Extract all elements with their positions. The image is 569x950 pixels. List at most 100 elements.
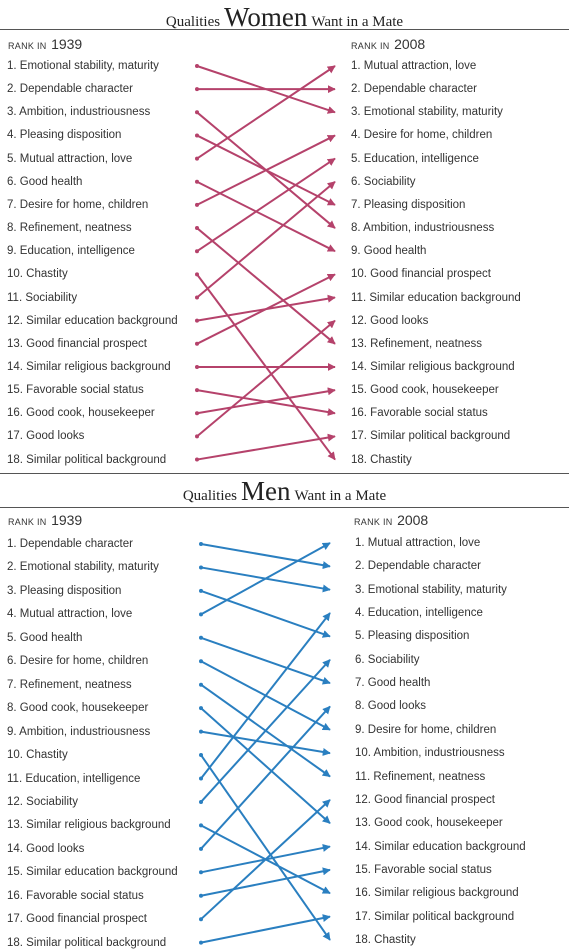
women-rank-connector xyxy=(196,227,336,345)
men-rank-connector xyxy=(200,542,331,616)
men-rank-connector xyxy=(200,707,331,824)
women-connector-start-dot xyxy=(195,110,199,115)
women-connector-start-dot xyxy=(195,87,199,92)
men-rank-connector xyxy=(200,914,331,944)
women-1939-item: 6. Good health xyxy=(7,175,83,188)
men-connector-start-dot xyxy=(199,753,203,758)
women-panel: Qualities Women Want in a Mate RANK IN 1… xyxy=(0,0,569,473)
women-2008-item: 12. Good looks xyxy=(351,314,429,327)
men-rank-connector xyxy=(200,799,331,920)
men-rank-connector xyxy=(200,754,331,941)
women-1939-item: 3. Ambition, industriousness xyxy=(7,106,151,119)
women-rank-connector xyxy=(196,433,336,461)
women-connector-start-dot xyxy=(195,295,199,300)
men-connector-start-dot xyxy=(199,682,203,687)
women-1939-item: 8. Refinement, neatness xyxy=(7,222,132,235)
women-2008-item: 15. Good cook, housekeeper xyxy=(351,384,499,397)
women-connector-start-dot xyxy=(195,411,199,416)
men-1939-item: 7. Refinement, neatness xyxy=(7,678,132,691)
men-1939-item: 10. Chastity xyxy=(7,749,68,762)
women-2008-item: 1. Mutual attraction, love xyxy=(351,60,477,72)
men-1939-item: 14. Good looks xyxy=(7,842,85,855)
men-connector-start-dot xyxy=(199,565,203,570)
men-connector-start-dot xyxy=(199,729,203,734)
women-1939-item: 7. Desire for home, children xyxy=(7,198,149,211)
women-connector-start-dot xyxy=(195,202,199,207)
men-2008-item: 7. Good health xyxy=(355,677,431,690)
men-rank-connector xyxy=(200,543,331,570)
men-connector-start-dot xyxy=(199,823,203,828)
men-2008-item: 1. Mutual attraction, love xyxy=(355,537,481,549)
men-2008-item: 6. Sociability xyxy=(355,653,420,666)
men-connector-start-dot xyxy=(199,870,203,875)
women-connector-start-dot xyxy=(195,64,199,68)
men-connector-start-dot xyxy=(199,917,203,922)
men-1939-item: 8. Good cook, housekeeper xyxy=(7,702,149,715)
men-rank-connector xyxy=(200,867,331,897)
men-connector-start-dot xyxy=(199,940,203,945)
women-rank-connector xyxy=(196,65,336,160)
women-rank-connector xyxy=(196,134,336,206)
women-connector-start-dot xyxy=(195,388,199,393)
men-2008-item: 11. Refinement, neatness xyxy=(355,770,486,783)
women-connector-start-dot xyxy=(195,156,199,161)
women-1939-item: 12. Similar education background xyxy=(7,314,178,327)
women-rank-connector xyxy=(196,273,336,345)
women-connector-start-dot xyxy=(195,341,199,346)
women-2008-item: 18. Chastity xyxy=(351,453,412,466)
men-connector-start-dot xyxy=(199,893,203,898)
men-connector-start-dot xyxy=(199,635,203,640)
women-connector-start-dot xyxy=(195,457,199,462)
men-1939-item: 16. Favorable social status xyxy=(7,889,144,902)
men-title-emphasis: Men xyxy=(240,476,291,506)
women-2008-item: 11. Similar education background xyxy=(351,291,521,304)
women-1939-item: 14. Similar religious background xyxy=(7,360,171,373)
women-2008-item: 13. Refinement, neatness xyxy=(351,337,483,350)
women-connector-start-dot xyxy=(195,434,199,439)
men-2008-item: 16. Similar religious background xyxy=(355,887,519,900)
men-rank-connector xyxy=(200,705,331,850)
men-2008-item: 17. Similar political background xyxy=(355,910,515,923)
women-rank-connector xyxy=(196,157,336,253)
men-right-header: RANK IN 2008 xyxy=(354,512,429,528)
men-1939-item: 15. Similar education background xyxy=(7,866,178,879)
women-connector-start-dot xyxy=(195,272,199,277)
women-connector-start-dot xyxy=(195,318,199,323)
women-connector-start-dot xyxy=(195,133,199,138)
men-left-header: RANK IN 1939 xyxy=(8,512,83,528)
women-1939-item: 9. Education, intelligence xyxy=(7,245,135,258)
men-2008-item: 4. Education, intelligence xyxy=(355,607,483,620)
men-2008-item: 2. Dependable character xyxy=(355,560,481,573)
women-2008-item: 6. Sociability xyxy=(351,175,416,188)
men-1939-item: 11. Education, intelligence xyxy=(7,772,141,785)
men-rank-connector xyxy=(200,612,331,780)
women-2008-item: 3. Emotional stability, maturity xyxy=(351,106,503,119)
women-1939-item: 10. Chastity xyxy=(7,268,68,281)
women-1939-item: 18. Similar political background xyxy=(7,453,167,466)
women-1939-item: 1. Emotional stability, maturity xyxy=(7,60,159,72)
women-right-header: RANK IN 2008 xyxy=(351,36,426,52)
women-2008-item: 8. Ambition, industriousness xyxy=(351,222,495,235)
women-title-emphasis: Women xyxy=(224,2,308,32)
women-2008-item: 10. Good financial prospect xyxy=(351,268,492,281)
women-2008-item: 17. Similar political background xyxy=(351,430,511,443)
men-rank-connector xyxy=(200,636,331,685)
men-connector-start-dot xyxy=(199,588,203,593)
women-2008-item: 2. Dependable character xyxy=(351,83,477,96)
women-1939-item: 15. Favorable social status xyxy=(7,384,144,397)
men-rank-connector xyxy=(200,589,331,638)
men-1939-item: 6. Desire for home, children xyxy=(7,655,149,668)
men-title: Qualities Men Want in a Mate xyxy=(182,476,387,506)
men-2008-item: 15. Favorable social status xyxy=(355,863,492,876)
women-1939-item: 17. Good looks xyxy=(7,430,85,443)
women-rank-connector xyxy=(196,319,336,438)
men-connector-start-dot xyxy=(199,612,203,617)
women-2008-item: 9. Good health xyxy=(351,245,427,258)
men-2008-item: 3. Emotional stability, maturity xyxy=(355,583,507,596)
men-2008-item: 8. Good looks xyxy=(355,700,426,713)
men-connector-start-dot xyxy=(199,542,203,546)
men-connector-start-dot xyxy=(199,846,203,851)
men-1939-item: 18. Similar political background xyxy=(7,936,167,949)
men-connector-start-dot xyxy=(199,776,203,781)
men-1939-item: 9. Ambition, industriousness xyxy=(7,725,151,738)
